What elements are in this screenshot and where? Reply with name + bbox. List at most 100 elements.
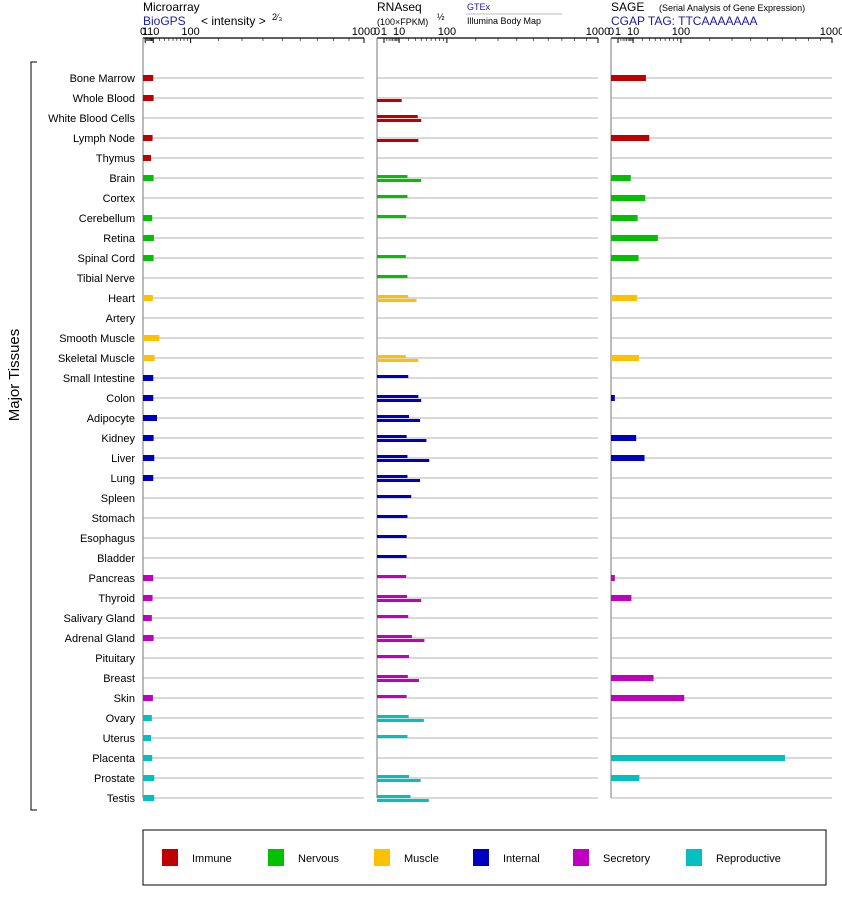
sage-bar [611,435,637,441]
sage-bar [611,395,615,401]
rnaseq-bar-gtex [377,595,408,598]
tissue-label: Thymus [96,153,136,165]
sage-bar [611,455,645,461]
rnaseq-bar-gtex [377,275,408,278]
microarray-bar [143,615,152,621]
tissue-label: Lung [111,473,135,485]
tissue-label: Ovary [106,713,136,725]
microarray-bar [143,455,155,461]
rnaseq-title: RNAseq [377,0,422,14]
legend-swatch-reproductive [686,849,702,866]
microarray-title: Microarray [143,0,200,14]
rnaseq-tick-label: 1000 [586,26,610,38]
sage-tag: CGAP TAG: TTCAAAAAAA [611,14,758,28]
microarray-bar [143,295,153,301]
microarray-bar [143,75,154,81]
tissue-label: Whole Blood [73,93,135,105]
sage-bar [611,575,615,581]
legend-label-secretory: Secretory [603,853,651,865]
legend-swatch-immune [162,849,178,866]
sage-tick-label: 1 [615,26,621,38]
tissue-label: Spleen [101,493,135,505]
microarray-bar [143,155,152,161]
tissue-label: Thyroid [98,593,135,605]
rnaseq-bar-gtex [377,495,412,498]
rnaseq-bar-illumina [377,779,421,782]
microarray-bar [143,755,153,761]
microarray-metric: < intensity > [201,14,266,28]
tissue-label: Breast [103,673,135,685]
sage-bar [611,255,639,261]
microarray-source: BioGPS [143,14,186,28]
tissue-label: Bone Marrow [70,73,135,85]
sage-bar [611,775,640,781]
rnaseq-bar-gtex [377,715,409,718]
rnaseq-bar-gtex [377,475,408,478]
sage-bar [611,675,654,681]
sage-tick-label: 0 [608,26,614,38]
microarray-bar [143,635,154,641]
legend-swatch-muscle [374,849,390,866]
microarray-metric-power: 2⁄₃ [272,12,283,22]
tissue-labels: Bone Marrow Whole Blood White Blood Cells L… [48,73,136,805]
rnaseq-bar-gtex [377,515,408,518]
tissue-label: Artery [106,313,136,325]
rnaseq-bar-illumina [377,299,417,302]
rnaseq-bar-gtex [377,195,408,198]
rnaseq-bar-gtex [377,575,407,578]
tissue-label: Adrenal Gland [65,633,135,645]
sage-bar [611,295,638,301]
microarray-bar [143,575,154,581]
microarray-bar [143,355,155,361]
microarray-bar [143,695,153,701]
microarray-tick-label: 10 [147,26,159,38]
sage-title: SAGE [611,0,644,14]
microarray-bar [143,795,155,801]
rnaseq-bar-illumina [377,439,427,442]
rnaseq-source-gtex: GTEx [467,2,491,12]
rnaseq-bar-illumina [377,139,419,142]
rnaseq-bar-illumina [377,399,422,402]
tissue-label: Pituitary [95,653,135,665]
microarray-bar [143,475,154,481]
microarray-bar [143,595,153,601]
microarray-bar [143,395,154,401]
rnaseq-bar-gtex [377,535,407,538]
tissue-label: Colon [106,393,135,405]
tissue-label: Adipocyte [87,413,135,425]
microarray-bar [143,215,153,221]
microarray-bar [143,735,152,741]
rnaseq-bar-gtex [377,795,411,798]
tissue-label: Testis [107,793,136,805]
tissue-label: Lymph Node [73,133,135,145]
tissue-label: Cerebellum [79,213,135,225]
tissue-label: Tibial Nerve [77,273,135,285]
tissue-label: Pancreas [89,573,136,585]
sage-subtitle: (Serial Analysis of Gene Expression) [659,3,805,13]
tissue-label: Prostate [94,773,135,785]
legend-label-reproductive: Reproductive [716,853,781,865]
rnaseq-bar-illumina [377,359,419,362]
rnaseq-bar-illumina [377,799,429,802]
microarray-tick-label: 100 [181,26,199,38]
rnaseq-bar-illumina [377,639,425,642]
rnaseq-bar-gtex [377,675,408,678]
tissue-label: Uterus [103,733,136,745]
sage-bar [611,215,638,221]
rnaseq-bar-gtex [377,775,410,778]
rnaseq-bar-gtex [377,355,406,358]
panel-sage: 0 1 10 100 1000 [608,26,842,799]
rnaseq-tick-label: 1 [381,26,387,38]
tissue-label: White Blood Cells [48,113,135,125]
microarray-bar [143,235,154,241]
microarray-bar [143,415,158,421]
tissue-label: Retina [103,233,136,245]
rnaseq-bar-gtex [377,695,407,698]
rnaseq-bar-gtex [377,435,407,438]
rnaseq-bar-gtex [377,455,408,458]
tissue-label: Kidney [101,433,135,445]
tissue-label: Skin [114,693,135,705]
